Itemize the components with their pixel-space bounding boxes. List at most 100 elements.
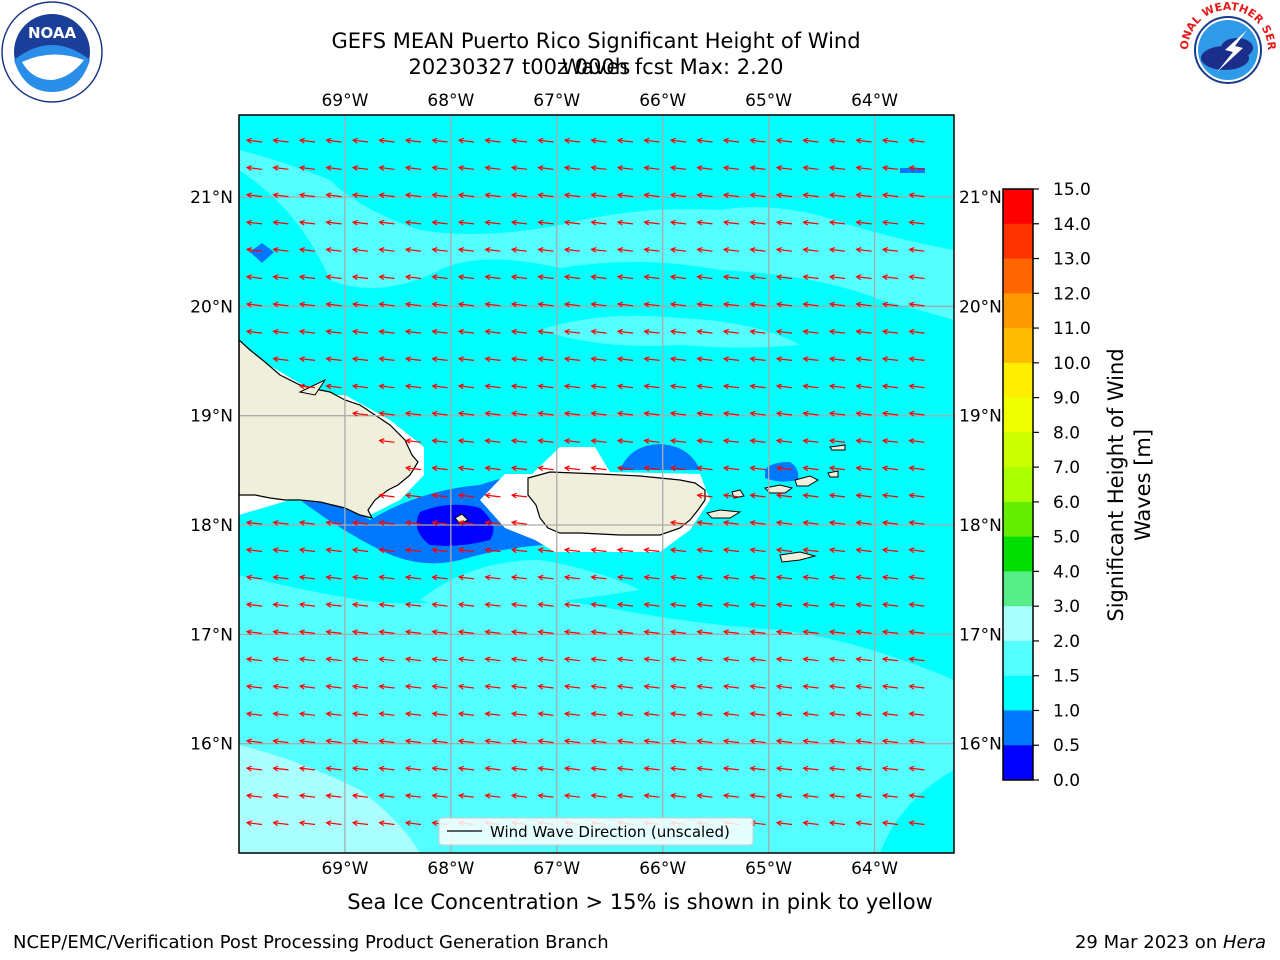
wind-arrow-head — [881, 192, 888, 199]
wind-arrow-head — [484, 137, 491, 144]
colorbar-tick-label: 15.0 — [1053, 180, 1091, 200]
wind-arrow — [432, 467, 448, 471]
wind-arrow-head — [378, 219, 385, 226]
wind-arrow — [724, 385, 740, 389]
wind-arrow — [697, 794, 713, 798]
lat-label-right: 17°N — [959, 625, 1002, 645]
wind-arrow — [671, 330, 687, 334]
wind-arrow — [803, 467, 819, 471]
footer-date-text: 29 Mar 2023 on — [1074, 932, 1223, 953]
wind-arrow-head — [802, 438, 809, 444]
wind-arrow — [671, 740, 687, 744]
wind-arrow-head — [643, 683, 650, 690]
wind-arrow-head — [378, 792, 385, 799]
wind-arrow-head — [484, 465, 491, 472]
wind-arrow-head — [590, 219, 597, 226]
colorbar-label-line1: Significant Height of Wind — [1104, 348, 1128, 621]
wind-arrow-head — [484, 438, 491, 444]
wind-arrow-head — [431, 219, 438, 226]
wind-arrow-head — [272, 192, 279, 199]
wind-arrow — [485, 631, 501, 634]
wind-arrow — [591, 439, 607, 443]
wind-arrow-head — [643, 465, 650, 472]
wind-arrow — [803, 412, 819, 416]
wind-arrow-head — [245, 301, 252, 308]
wind-arrow-head — [696, 738, 703, 745]
wind-arrow-head — [749, 328, 756, 335]
wind-arrow — [591, 685, 607, 689]
wind-arrow-head — [431, 601, 438, 608]
wind-arrow — [671, 412, 687, 416]
wind-arrow — [459, 576, 475, 580]
wind-arrow-head — [775, 301, 782, 308]
wind-arrow-head — [378, 656, 385, 663]
wind-arrow — [697, 412, 713, 416]
wind-arrow — [353, 685, 369, 689]
noaa-logo-text: NOAA — [28, 24, 77, 42]
wind-arrow — [273, 740, 289, 744]
wind-arrow — [856, 712, 872, 716]
wind-arrow-head — [378, 356, 385, 362]
wind-arrow — [777, 248, 793, 252]
wind-arrow-head — [616, 683, 623, 690]
wind-arrow — [538, 385, 554, 389]
wind-arrow-head — [325, 574, 332, 581]
wind-arrow — [300, 822, 316, 826]
wind-arrow-head — [908, 765, 915, 772]
wind-arrow-head — [722, 683, 729, 690]
wind-arrow — [300, 330, 316, 334]
wind-arrow — [273, 794, 289, 798]
wind-arrow-head — [245, 765, 252, 772]
wind-arrow — [247, 276, 263, 280]
legend-label: Wind Wave Direction (unscaled) — [490, 823, 730, 841]
wind-arrow-head — [616, 383, 623, 390]
wind-arrow — [432, 521, 448, 525]
wind-arrow-head — [881, 301, 888, 308]
wind-arrow-head — [404, 492, 411, 499]
wind-arrow-head — [881, 274, 888, 281]
colorbar-tick-label: 14.0 — [1053, 215, 1091, 235]
wind-arrow — [644, 631, 660, 634]
wind-arrow-head — [881, 629, 888, 635]
sea-ice-note: Sea Ice Concentration > 15% is shown in … — [347, 890, 933, 914]
wind-arrow — [803, 494, 819, 498]
wind-arrow-head — [775, 738, 782, 745]
colorbar-swatch — [1003, 501, 1033, 538]
wind-arrow — [406, 767, 422, 771]
wind-arrow-head — [298, 246, 305, 253]
wind-arrow — [538, 740, 554, 744]
wind-arrow — [750, 685, 766, 689]
wind-arrow — [353, 221, 369, 225]
wind-arrow-head — [431, 683, 438, 690]
wind-arrow — [459, 439, 475, 443]
wind-arrow-head — [775, 492, 782, 499]
wind-arrow — [724, 221, 740, 225]
wind-arrow-head — [431, 519, 438, 526]
wind-arrow-head — [272, 246, 279, 253]
wind-arrow — [273, 549, 289, 553]
wind-arrow — [724, 194, 740, 198]
wind-arrow-head — [457, 465, 464, 472]
wind-arrow-head — [431, 383, 438, 390]
wind-arrow-head — [828, 165, 835, 171]
wind-arrow-head — [457, 438, 464, 444]
wind-arrow — [538, 549, 554, 553]
wind-arrow-head — [881, 519, 888, 526]
wind-arrow-head — [643, 629, 650, 635]
wind-arrow-head — [404, 765, 411, 772]
wind-arrow — [803, 330, 819, 334]
wind-arrow — [750, 494, 766, 498]
wind-arrow — [485, 412, 501, 416]
wind-arrow — [883, 385, 899, 389]
wind-arrow — [724, 767, 740, 771]
wind-arrow-head — [908, 328, 915, 335]
wind-arrow-head — [696, 629, 703, 635]
wind-arrow-head — [696, 792, 703, 799]
wind-arrow-head — [245, 711, 252, 717]
wind-arrow — [697, 248, 713, 252]
wind-arrow-head — [298, 738, 305, 745]
wind-arrow-head — [775, 683, 782, 690]
colorbar-tick-label: 0.5 — [1053, 736, 1080, 756]
wind-arrow-head — [245, 601, 252, 608]
wind-arrow — [909, 139, 925, 143]
